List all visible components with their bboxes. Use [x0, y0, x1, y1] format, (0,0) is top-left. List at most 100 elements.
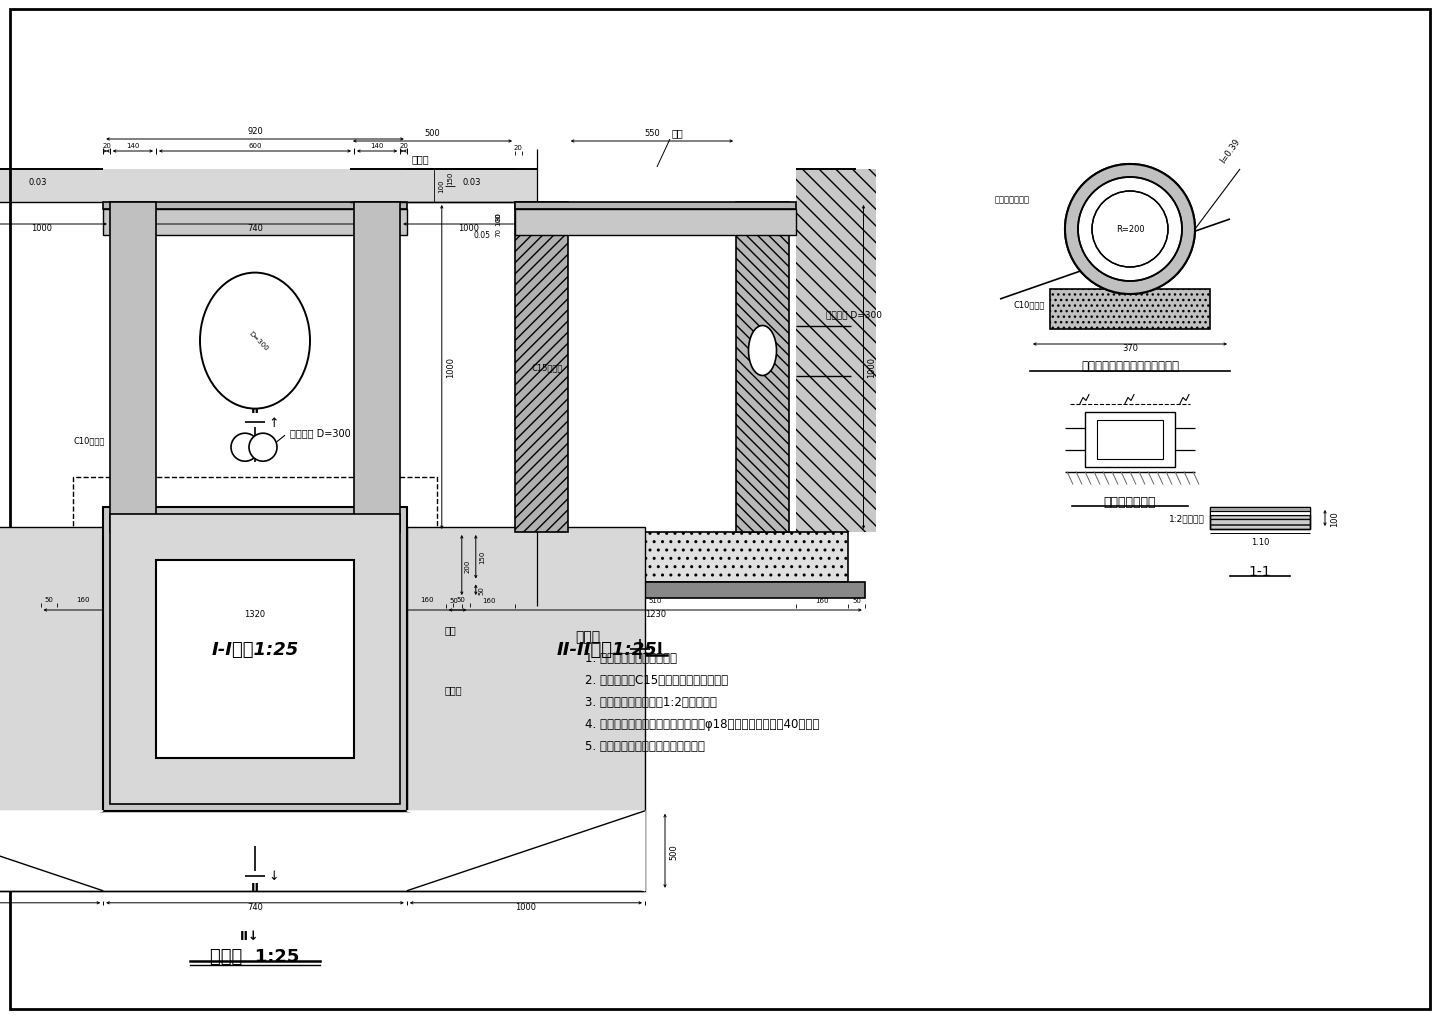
Bar [1097, 420, 1164, 459]
Text: 带基相接处凿毛: 带基相接处凿毛 [995, 196, 1030, 204]
Text: 500: 500 [670, 843, 678, 859]
Bar [73, 478, 436, 861]
Text: 1000: 1000 [446, 357, 455, 378]
Text: 1000: 1000 [32, 224, 52, 232]
Text: 1-1: 1-1 [1248, 565, 1272, 579]
Text: 20: 20 [514, 145, 523, 151]
Circle shape [1092, 192, 1168, 268]
Bar [408, 528, 645, 811]
Text: 20: 20 [373, 229, 382, 235]
Ellipse shape [200, 273, 310, 410]
Text: 150: 150 [446, 171, 452, 184]
Bar [1084, 412, 1175, 467]
Text: 100: 100 [495, 213, 501, 226]
Text: 160: 160 [482, 597, 495, 603]
Bar [1210, 507, 1310, 512]
Bar [350, 170, 516, 203]
Bar [0, 811, 645, 891]
Text: 1320: 1320 [245, 609, 265, 619]
Text: 140: 140 [127, 143, 140, 149]
Text: R=200: R=200 [1116, 225, 1145, 234]
Text: 160: 160 [815, 597, 828, 603]
Text: 雨水口管 D=300: 雨水口管 D=300 [289, 428, 351, 438]
Text: 80: 80 [495, 212, 501, 220]
Text: 200: 200 [465, 558, 471, 572]
Text: 道牙石: 道牙石 [445, 685, 462, 694]
Text: 平面图  1:25: 平面图 1:25 [210, 947, 300, 965]
Text: 4. 进水口前采用立式井箍，井箍采用φ18钢筋焊接，间距为40毫米。: 4. 进水口前采用立式井箍，井箍采用φ18钢筋焊接，间距为40毫米。 [585, 717, 819, 731]
Polygon shape [408, 811, 645, 891]
Text: 550: 550 [644, 128, 660, 138]
Bar [109, 515, 400, 804]
Text: 20: 20 [102, 143, 111, 149]
Text: 600: 600 [248, 143, 262, 149]
Bar [104, 507, 408, 811]
Text: ↑: ↑ [268, 417, 278, 429]
Circle shape [1079, 178, 1182, 281]
Text: D=300: D=300 [248, 330, 269, 353]
Text: 道牙石: 道牙石 [412, 154, 429, 164]
Text: 2. 井墙材料为C15水泥钢筋混凝土浇筑。: 2. 井墙材料为C15水泥钢筋混凝土浇筑。 [585, 674, 729, 687]
Bar [516, 209, 795, 235]
Text: 600: 600 [248, 596, 262, 602]
Text: 管接口处示意图: 管接口处示意图 [1103, 495, 1156, 508]
Circle shape [249, 434, 276, 462]
Text: C10混凝土: C10混凝土 [73, 436, 105, 444]
Text: 0.03: 0.03 [29, 177, 48, 186]
Text: 50: 50 [45, 596, 53, 602]
Bar [104, 203, 408, 209]
Bar [516, 203, 795, 209]
Text: 1000: 1000 [458, 224, 480, 232]
Text: 370: 370 [1122, 343, 1138, 353]
Text: 截筑: 截筑 [445, 625, 456, 635]
Text: 160: 160 [76, 596, 91, 602]
Bar [156, 560, 354, 758]
Text: 80: 80 [373, 213, 382, 219]
Text: II: II [251, 881, 259, 894]
Text: 1:2水泥砂浆: 1:2水泥砂浆 [1169, 514, 1205, 523]
Text: 100: 100 [1331, 511, 1339, 527]
Text: 500: 500 [425, 128, 441, 138]
Bar [40, 582, 469, 598]
Text: I=0.39: I=0.39 [1218, 137, 1241, 165]
Bar [109, 203, 156, 533]
Text: 920: 920 [248, 127, 264, 136]
Bar [58, 533, 454, 582]
Text: 70: 70 [373, 244, 382, 250]
Text: 1000: 1000 [516, 902, 537, 911]
Text: 150: 150 [480, 550, 485, 564]
Text: 20: 20 [399, 143, 408, 149]
Text: 550: 550 [268, 660, 285, 668]
Text: 说明：: 说明： [575, 630, 600, 643]
Bar [736, 203, 789, 533]
Bar [1050, 289, 1210, 330]
Text: 座浆: 座浆 [672, 127, 684, 138]
Text: II: II [251, 403, 259, 416]
Text: 740: 740 [248, 224, 264, 232]
Bar [446, 582, 865, 598]
Text: 510: 510 [648, 597, 662, 603]
Text: C15混凝土: C15混凝土 [531, 363, 563, 372]
Bar [1210, 512, 1310, 516]
Text: 740: 740 [248, 902, 264, 911]
Text: II↓: II↓ [240, 929, 259, 942]
Text: 1230: 1230 [645, 609, 665, 619]
Bar [795, 170, 876, 533]
Text: 1. 本图尺寸单位均为毫米。: 1. 本图尺寸单位均为毫米。 [585, 651, 677, 664]
Text: C10混凝土: C10混凝土 [1014, 301, 1045, 309]
Polygon shape [0, 811, 104, 891]
Text: 3. 座浆、填缝等均采用1:2水泥砂浆。: 3. 座浆、填缝等均采用1:2水泥砂浆。 [585, 695, 717, 708]
Bar [516, 203, 567, 533]
Text: ↓: ↓ [268, 869, 278, 882]
Text: 50: 50 [480, 586, 485, 595]
Text: 100: 100 [438, 179, 444, 193]
Circle shape [230, 434, 259, 462]
Text: 700: 700 [232, 650, 249, 659]
Bar [354, 203, 400, 533]
Text: 50: 50 [449, 597, 458, 603]
Text: 0.03: 0.03 [462, 177, 481, 186]
Bar [104, 209, 408, 235]
Wedge shape [1066, 165, 1195, 294]
Bar [0, 528, 104, 811]
Text: 70: 70 [495, 228, 501, 237]
